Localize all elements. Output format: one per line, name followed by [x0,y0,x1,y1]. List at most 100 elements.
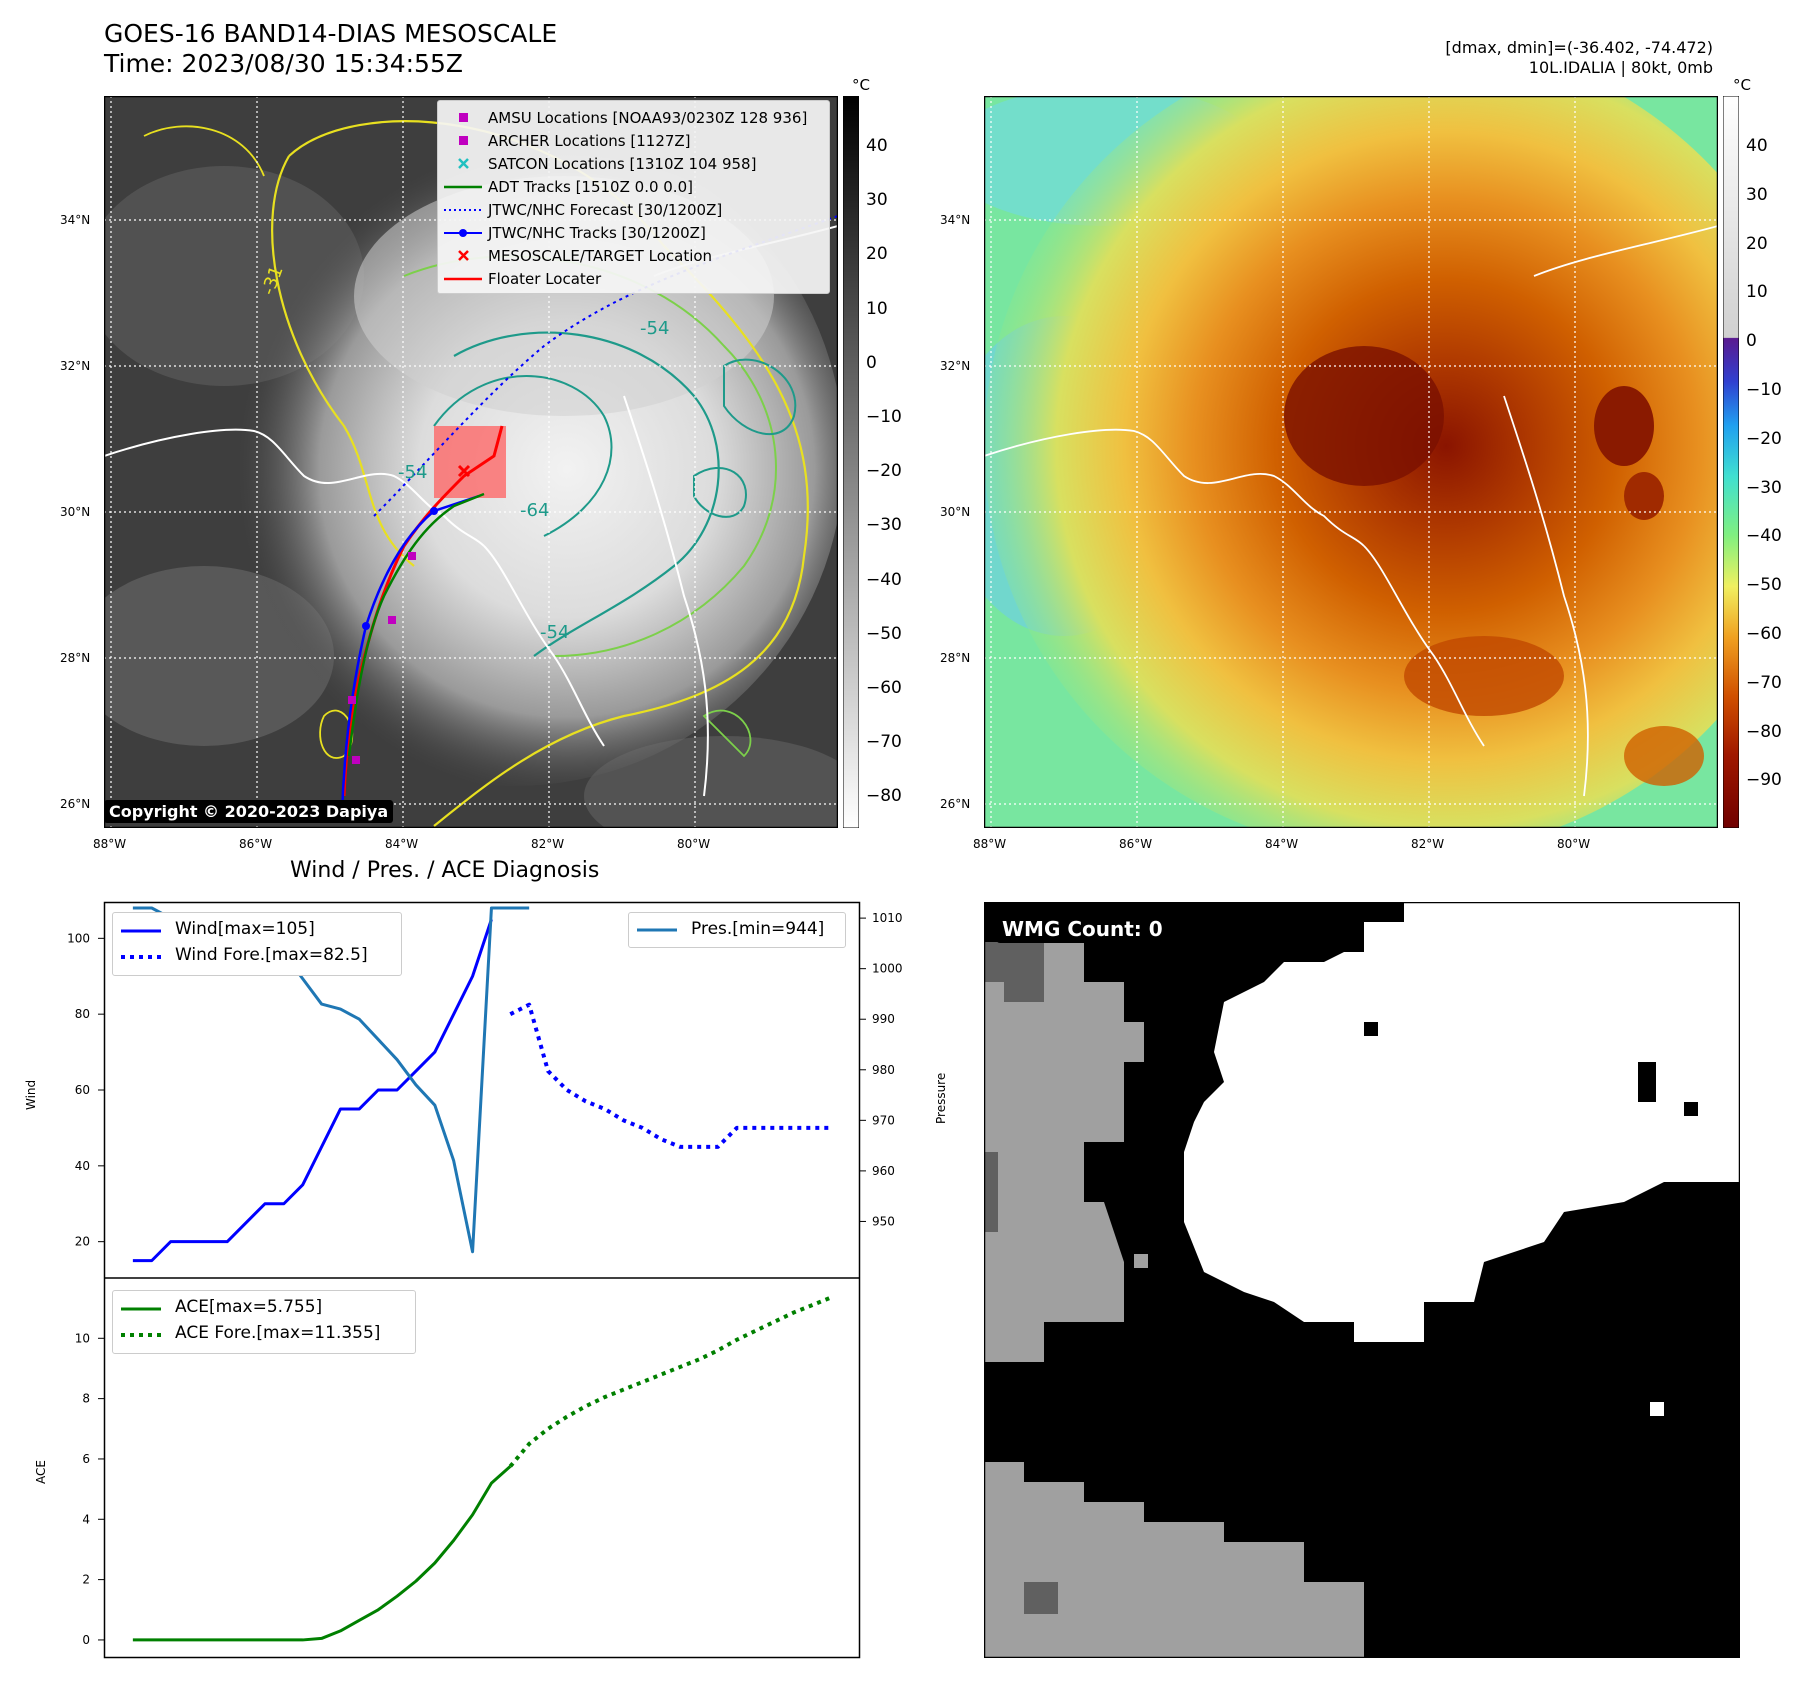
colorbar-tick: −40 [866,569,902,590]
y-tick-label: 100 [67,931,90,945]
colorbar-tick: −20 [1746,428,1782,449]
floater-box [434,426,506,498]
colorbar-tick: 20 [1746,233,1768,254]
wind-legend-keys [121,929,161,959]
diagnosis-chart: 20 40 60 80 100 950 960 970 980 990 1000 1010 0 2 4 6 8 1… [67,901,903,1659]
colorbar-tick: −10 [1746,380,1782,400]
y-tick-label: 4 [82,1512,90,1526]
map-legend-label: ARCHER Locations [1127Z] [488,132,691,150]
map-legend-label: Floater Locater [488,270,602,288]
map-legend: AMSU Locations [NOAA93/0230Z 128 936] ARC… [437,100,830,294]
map-legend-label: JTWC/NHC Forecast [30/1200Z] [488,201,723,219]
lon-tick: 84°W [385,837,419,851]
lat-tick: 26°N [60,797,91,811]
colorbar-tick: −20 [866,461,902,482]
square-marker-icon [459,113,468,122]
map-legend-label: MESOSCALE/TARGET Location [488,247,713,265]
colorbar-tick: −10 [866,407,902,427]
colorbar-tick: 20 [866,244,888,265]
wind-legend: Wind[max=105] Wind Fore.[max=82.5] [112,912,402,976]
storm-info: [dmax, dmin]=(-36.402, -74.472) 10L.IDAL… [1445,38,1713,78]
map-legend-label: ADT Tracks [1510Z 0.0 0.0] [488,178,693,196]
diagnosis-title: Wind / Pres. / ACE Diagnosis [290,858,600,883]
color-ir-map [984,96,1718,828]
pressure-legend: Pres.[min=944] [628,912,846,948]
lon-tick: 84°W [1265,837,1299,851]
pressure-legend-label: Pres.[min=944] [691,919,825,939]
time-label: Time: 2023/08/30 15:34:55Z [104,49,463,78]
colorbar-tick: −60 [866,678,902,698]
y-tick-label: 970 [872,1113,895,1127]
colorbar-tick: 0 [1746,331,1757,352]
colorbar-tick: 40 [1746,136,1768,156]
lon-tick: 82°W [531,837,565,851]
colorbar-tick: 30 [866,190,888,211]
colorbar-tick: −70 [1746,672,1782,693]
lat-tick: 28°N [940,651,971,665]
colorbar-tick: −70 [866,732,902,753]
ace-legend-keys [121,1307,161,1337]
y-tick-label: 960 [872,1164,895,1178]
y-tick-label: 950 [872,1214,895,1228]
lon-tick: 88°W [973,837,1007,851]
contour-label: -54 [398,462,428,483]
right-colorbar [1723,96,1739,828]
ace-legend: ACE[max=5.755] ACE Fore.[max=11.355] [112,1290,416,1354]
x-marker-icon [458,158,469,169]
lat-tick: 32°N [60,359,91,373]
lon-tick: 80°W [1557,837,1591,851]
colorbar-tick: −30 [1746,477,1782,498]
y-tick-label: 20 [75,1235,90,1249]
lon-tick: 86°W [239,837,273,851]
copyright-badge: Copyright © 2020-2023 Dapiya [104,800,394,823]
lat-tick: 32°N [940,359,971,373]
solid-line-icon [444,277,482,281]
y-tick-label: 40 [75,1159,90,1173]
ace-axis-label: ACE [34,1460,48,1484]
map-legend-label: JTWC/NHC Tracks [30/1200Z] [488,224,706,242]
wind-legend-label: Wind[max=105] [175,919,315,939]
y-tick-label: 6 [82,1452,90,1466]
square-marker-icon [459,136,468,145]
x-marker-icon [458,250,469,261]
line-dot-icon [444,229,482,237]
colorbar-tick: 40 [866,136,888,156]
pressure-axis-label: Pressure [934,1072,948,1124]
ace-fore-legend-label: ACE Fore.[max=11.355] [175,1323,381,1343]
map-legend-label: SATCON Locations [1310Z 104 958] [488,155,757,173]
colorbar-tick: −90 [1746,770,1782,791]
lon-tick: 86°W [1119,837,1153,851]
pressure-legend-key [637,928,677,932]
colorbar-tick: 10 [866,298,888,319]
wmg-mask-panel [984,902,1740,1658]
solid-line-icon [444,185,482,189]
map-legend-label: AMSU Locations [NOAA93/0230Z 128 936] [488,109,808,127]
left-colorbar-unit: °C [852,76,870,94]
y-tick-label: 60 [75,1083,90,1097]
left-colorbar [843,96,859,828]
lat-tick: 34°N [940,213,971,227]
dmax-dmin-label: [dmax, dmin]=(-36.402, -74.472) [1445,38,1713,57]
contour-label: -64 [520,500,550,521]
lon-tick: 80°W [677,837,711,851]
wind-fore-legend-label: Wind Fore.[max=82.5] [175,945,368,965]
y-tick-label: 10 [75,1331,90,1345]
lon-tick: 82°W [1411,837,1445,851]
storm-label: 10L.IDALIA | 80kt, 0mb [1528,58,1713,77]
wind-axis-label: Wind [24,1079,38,1110]
contour-label: -54 [640,318,670,339]
colorbar-tick: 10 [1746,282,1768,303]
y-tick-label: 990 [872,1012,895,1026]
lat-tick: 28°N [60,651,91,665]
y-tick-label: 980 [872,1063,895,1077]
right-colorbar-unit: °C [1733,76,1751,94]
lat-tick: 26°N [940,797,971,811]
colorbar-tick: −60 [1746,624,1782,644]
ace-legend-label: ACE[max=5.755] [175,1297,323,1317]
contour-label: -54 [540,622,570,643]
wmg-count-badge: WMG Count: 0 [996,915,1169,943]
dotted-line-icon [444,209,482,211]
lat-tick: 34°N [60,213,91,227]
wind-series-line [132,918,493,1263]
colorbar-tick: 0 [866,352,877,373]
